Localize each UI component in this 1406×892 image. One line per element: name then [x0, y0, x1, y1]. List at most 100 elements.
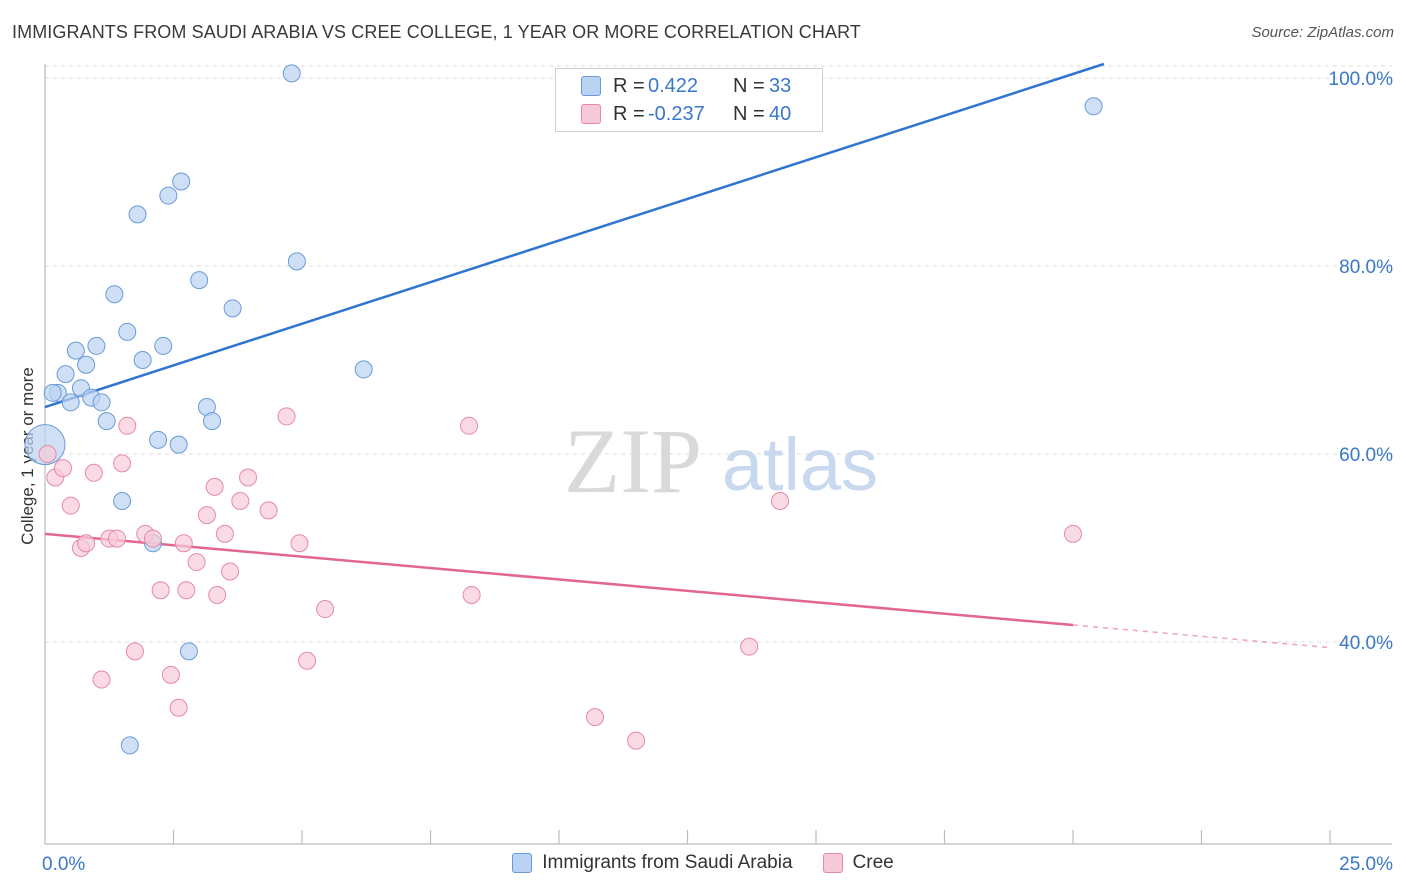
- data-point-blue: [77, 355, 96, 374]
- r-value: -0.237: [648, 102, 705, 125]
- trend-lines: [44, 62, 1331, 649]
- stats-row-pink: R = -0.237 N = 40: [556, 101, 822, 127]
- legend-item-saudi-arabia[interactable]: Immigrants from Saudi Arabia: [512, 852, 793, 874]
- data-point-pink: [298, 651, 317, 670]
- data-point-pink: [585, 708, 604, 727]
- data-point-pink: [221, 562, 240, 581]
- data-point-pink: [460, 416, 479, 435]
- tick-labels: 40.0% 60.0% 80.0% 100.0% 0.0% 25.0%: [42, 69, 1393, 875]
- trend-line-pink: [44, 532, 1074, 627]
- data-point-pink: [61, 496, 80, 515]
- data-point-blue: [120, 736, 139, 755]
- data-point-blue: [61, 393, 80, 412]
- n-value: 40: [769, 102, 792, 125]
- data-point-pink: [231, 491, 250, 510]
- grid-lines: [45, 65, 1392, 643]
- data-point-blue: [179, 642, 198, 661]
- y-tick-label: 100.0%: [1329, 69, 1394, 90]
- data-point-blue: [97, 412, 116, 431]
- data-point-pink: [239, 468, 258, 487]
- data-point-pink: [205, 477, 224, 496]
- trend-line-blue: [44, 62, 1105, 409]
- data-point-pink: [187, 553, 206, 572]
- data-point-blue: [133, 351, 152, 370]
- data-point-blue: [87, 336, 106, 355]
- y-tick-label: 80.0%: [1339, 257, 1393, 278]
- r-value: 0.422: [648, 74, 699, 97]
- r-label: R =: [613, 74, 645, 97]
- data-point-blue: [56, 365, 75, 384]
- data-point-blue: [149, 430, 168, 449]
- data-point-blue: [118, 322, 137, 341]
- data-point-blue: [282, 64, 301, 83]
- data-point-pink: [77, 534, 96, 553]
- trend-extension-pink: [1072, 624, 1331, 649]
- y-tick-label: 40.0%: [1339, 633, 1393, 654]
- data-point-pink: [84, 463, 103, 482]
- data-point-blue: [172, 172, 191, 191]
- data-point-pink: [259, 501, 278, 520]
- blue-swatch: [581, 76, 601, 96]
- source-credit: Source: ZipAtlas.com: [1251, 24, 1394, 41]
- data-point-blue: [190, 271, 209, 290]
- data-point-pink: [177, 581, 196, 600]
- data-point-pink: [53, 459, 72, 478]
- data-point-blue: [92, 393, 111, 412]
- data-point-pink: [118, 416, 137, 435]
- watermark-zip: ZIP: [564, 410, 702, 512]
- data-point-pink: [174, 534, 193, 553]
- x-tick-label: 25.0%: [1339, 854, 1393, 875]
- data-points: [24, 64, 1103, 755]
- data-point-pink: [771, 491, 790, 510]
- correlation-stats-box: R = 0.422 N = 33 R = -0.237 N = 40: [555, 68, 823, 132]
- y-tick-label: 60.0%: [1339, 445, 1393, 466]
- legend-label: Immigrants from Saudi Arabia: [542, 852, 793, 873]
- data-point-pink: [627, 731, 646, 750]
- legend-swatch-blue: [512, 853, 533, 873]
- n-label: N =: [733, 74, 765, 97]
- data-point-blue: [128, 205, 147, 224]
- r-label: R =: [613, 102, 645, 125]
- n-value: 33: [769, 74, 792, 97]
- data-point-blue: [223, 299, 242, 318]
- data-point-blue: [354, 360, 373, 379]
- n-label: N =: [733, 102, 765, 125]
- data-point-pink: [143, 529, 162, 548]
- data-point-blue: [154, 336, 173, 355]
- data-point-pink: [462, 585, 481, 604]
- data-point-pink: [92, 670, 111, 689]
- chart-title: IMMIGRANTS FROM SAUDI ARABIA VS CREE COL…: [12, 22, 861, 42]
- watermark: ZIP atlas: [564, 410, 878, 512]
- data-point-blue: [105, 285, 124, 304]
- data-point-blue: [159, 186, 178, 205]
- data-point-pink: [169, 698, 188, 717]
- stats-row-blue: R = 0.422 N = 33: [556, 73, 822, 99]
- data-point-pink: [197, 506, 216, 525]
- legend-label: Cree: [852, 852, 894, 873]
- data-point-blue: [66, 341, 85, 360]
- data-point-blue: [43, 383, 62, 402]
- data-point-pink: [107, 529, 126, 548]
- data-point-pink: [151, 581, 170, 600]
- data-point-pink: [316, 600, 335, 619]
- data-point-blue: [113, 491, 132, 510]
- data-point-blue: [1084, 97, 1103, 116]
- data-point-pink: [113, 454, 132, 473]
- legend-item-cree[interactable]: Cree: [822, 852, 894, 874]
- legend-swatch-pink: [822, 853, 843, 873]
- data-point-pink: [125, 642, 144, 661]
- data-point-blue: [203, 412, 222, 431]
- data-point-pink: [215, 524, 234, 543]
- data-point-pink: [740, 637, 759, 656]
- chart-legend: Immigrants from Saudi Arabia Cree: [0, 852, 1406, 874]
- watermark-atlas: atlas: [722, 423, 878, 506]
- data-point-pink: [1064, 524, 1082, 543]
- data-point-pink: [290, 534, 309, 553]
- data-point-pink: [38, 445, 57, 463]
- pink-swatch: [581, 104, 601, 124]
- data-point-blue: [169, 435, 188, 454]
- x-tick-label: 0.0%: [42, 854, 85, 875]
- data-point-pink: [277, 407, 296, 426]
- data-point-pink: [161, 665, 180, 684]
